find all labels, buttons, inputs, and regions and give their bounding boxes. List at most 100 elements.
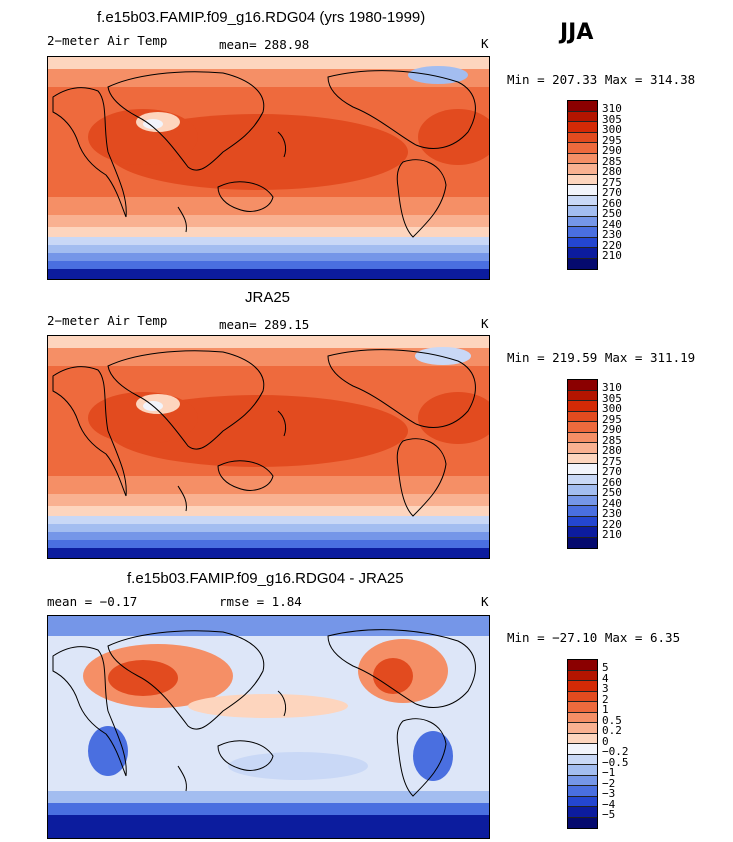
colorbar-swatch: [568, 237, 597, 248]
colorbar-tick-label: 275: [602, 175, 622, 189]
colorbar-tick-label: 280: [602, 165, 622, 178]
colorbar-swatch: [568, 495, 597, 506]
panel2-mean-label: mean= 289.15: [219, 317, 310, 332]
colorbar-swatch: [568, 485, 597, 496]
colorbar-swatch: [568, 537, 597, 548]
colorbar-tick-label: 260: [602, 475, 622, 489]
colorbar-tick-label: −5: [602, 808, 616, 821]
panel3-map: [47, 615, 490, 839]
colorbar-swatch: [568, 227, 597, 238]
colorbar-swatch: [568, 258, 597, 269]
colorbar-tick-label: 1: [602, 703, 609, 716]
panel3-colorbar-labels: 5 4 3 2 1 0.5 0.2 0 −0.2 −0.5 −1 −2 −3 −4 −5: [602, 661, 629, 821]
colorbar-tick-label: 300: [602, 402, 622, 415]
colorbar-tick-label: 310: [602, 102, 622, 115]
colorbar-swatch: [568, 464, 597, 475]
panel2-colorbar: [567, 379, 598, 549]
colorbar-swatch: [568, 453, 597, 464]
panel3-title: f.e15b03.FAMIP.f09_g16.RDG04 - JRA25: [127, 570, 404, 587]
colorbar-swatch: [568, 174, 597, 185]
colorbar-tick-label: 275: [602, 454, 622, 468]
colorbar-swatch: [568, 744, 597, 755]
season-label: JJA: [560, 20, 594, 45]
colorbar-swatch: [568, 817, 597, 828]
panel1-minmax-label: Min = 207.33 Max = 314.38: [507, 72, 696, 87]
panel1-mean-label: mean= 288.98: [219, 37, 310, 52]
colorbar-swatch: [568, 681, 597, 692]
colorbar-swatch: [568, 474, 597, 485]
colorbar-tick-label: 0.2: [602, 724, 622, 737]
colorbar-tick-label: 290: [602, 423, 622, 436]
panel2-variable-label: 2−meter Air Temp: [47, 313, 168, 328]
colorbar-swatch: [568, 164, 597, 175]
colorbar-tick-label: −3: [602, 787, 616, 800]
colorbar-tick-label: 260: [602, 196, 622, 210]
colorbar-tick-label: −0.2: [602, 745, 629, 758]
panel2-map-field: [48, 336, 489, 558]
colorbar-swatch: [568, 390, 597, 401]
colorbar-tick-label: 3: [602, 682, 609, 695]
colorbar-tick-label: 295: [602, 133, 622, 147]
panel2-title: JRA25: [245, 289, 291, 306]
colorbar-swatch: [568, 702, 597, 713]
colorbar-tick-label: 210: [602, 249, 622, 262]
colorbar-tick-label: 305: [602, 112, 622, 126]
colorbar-tick-label: 285: [602, 154, 622, 168]
colorbar-swatch: [568, 660, 597, 671]
colorbar-swatch: [568, 527, 597, 538]
colorbar-tick-label: 250: [602, 486, 622, 499]
colorbar-swatch: [568, 723, 597, 734]
colorbar-tick-label: 2: [602, 692, 609, 706]
colorbar-swatch: [568, 765, 597, 776]
panel1-colorbar: [567, 100, 598, 270]
colorbar-tick-label: 5: [602, 661, 609, 674]
colorbar-tick-label: 230: [602, 228, 622, 241]
colorbar-tick-label: 270: [602, 186, 622, 199]
panel1-colorbar-labels: 310 305 300 295 290 285 280 275 270 260 250 240 230 2…: [602, 102, 622, 262]
panel1-title: f.e15b03.FAMIP.f09_g16.RDG04 (yrs 1980-1…: [97, 9, 426, 26]
panel3-map-field: [48, 616, 489, 838]
colorbar-tick-label: −0.5: [602, 755, 629, 769]
colorbar-swatch: [568, 248, 597, 259]
colorbar-swatch: [568, 796, 597, 807]
colorbar-tick-label: 240: [602, 496, 622, 510]
colorbar-tick-label: 285: [602, 433, 622, 447]
colorbar-swatch: [568, 101, 597, 112]
panel1-map-field: [48, 57, 489, 279]
panel1-units-label: K: [481, 36, 489, 51]
panel3-minmax-label: Min = −27.10 Max = 6.35: [507, 630, 681, 645]
colorbar-swatch: [568, 754, 597, 765]
colorbar-tick-label: 220: [602, 238, 622, 252]
panel3-colorbar: [567, 659, 598, 829]
colorbar-swatch: [568, 122, 597, 133]
panel2-colorbar-labels: 310 305 300 295 290 285 280 275 270 260 250 240 230 2…: [602, 381, 622, 541]
colorbar-swatch: [568, 775, 597, 786]
colorbar-swatch: [568, 132, 597, 143]
colorbar-tick-label: −4: [602, 797, 616, 811]
colorbar-tick-label: 280: [602, 444, 622, 457]
colorbar-swatch: [568, 380, 597, 391]
colorbar-swatch: [568, 185, 597, 196]
colorbar-tick-label: 295: [602, 412, 622, 426]
panel2-map: [47, 335, 490, 559]
colorbar-swatch: [568, 153, 597, 164]
colorbar-swatch: [568, 143, 597, 154]
colorbar-tick-label: 310: [602, 381, 622, 394]
colorbar-swatch: [568, 712, 597, 723]
colorbar-tick-label: 220: [602, 517, 622, 531]
colorbar-tick-label: 0.5: [602, 713, 622, 727]
panel1-map: [47, 56, 490, 280]
colorbar-swatch: [568, 786, 597, 797]
panel3-units-label: K: [481, 594, 489, 609]
colorbar-tick-label: −2: [602, 776, 616, 790]
colorbar-tick-label: 4: [602, 671, 609, 685]
colorbar-swatch: [568, 195, 597, 206]
colorbar-swatch: [568, 111, 597, 122]
colorbar-swatch: [568, 443, 597, 454]
colorbar-tick-label: 305: [602, 391, 622, 405]
colorbar-swatch: [568, 516, 597, 527]
colorbar-tick-label: 300: [602, 123, 622, 136]
colorbar-tick-label: 270: [602, 465, 622, 478]
colorbar-tick-label: 290: [602, 144, 622, 157]
colorbar-tick-label: 0: [602, 734, 609, 748]
